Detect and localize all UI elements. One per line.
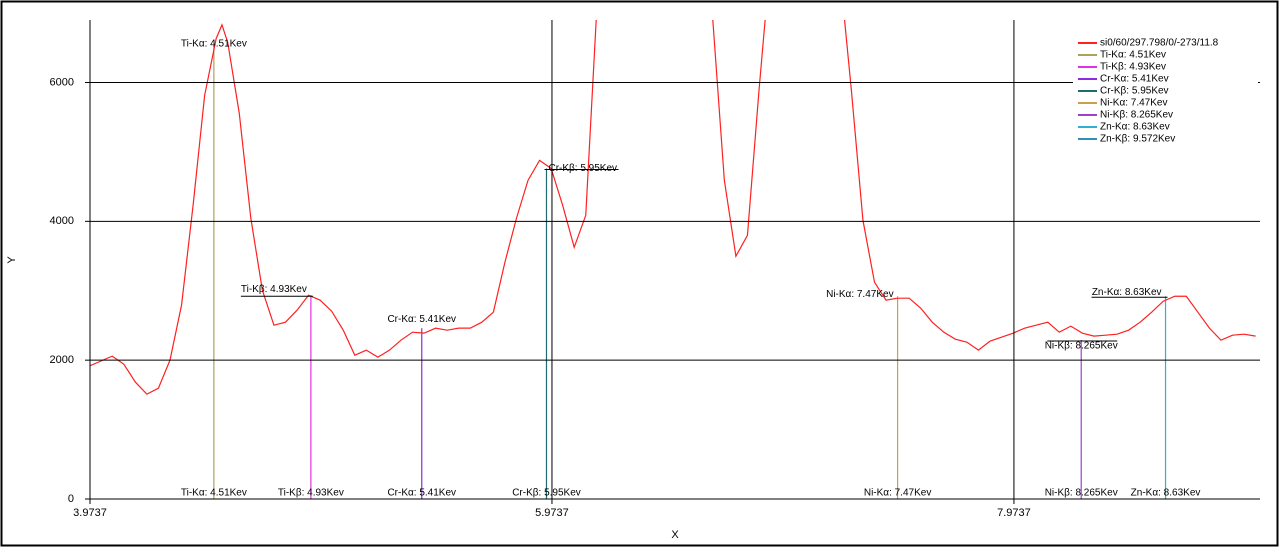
- legend-label: Ti-Kα: 4.51Kev: [1100, 50, 1166, 61]
- y-tick-label: 2000: [50, 354, 74, 366]
- legend-label: Cr-Kα: 5.41Kev: [1100, 74, 1169, 85]
- legend-box: [1073, 34, 1258, 148]
- marker-top-label: Cr-Kβ: 5.95Kev: [548, 163, 617, 174]
- legend-label: Cr-Kβ: 5.95Kev: [1100, 86, 1169, 97]
- legend-label: Ni-Kα: 7.47Kev: [1100, 98, 1167, 109]
- marker-bottom-label: Cr-Kα: 5.41Kev: [387, 488, 456, 499]
- y-axis-label: Y: [6, 256, 18, 264]
- y-tick-label: 4000: [50, 215, 74, 227]
- marker-bottom-label: Cr-Kβ: 5.95Kev: [512, 488, 581, 499]
- x-tick-label: 5.9737: [535, 507, 569, 519]
- series-line: [90, 20, 1256, 395]
- y-tick-label: 0: [68, 493, 74, 505]
- x-axis-label: X: [671, 529, 679, 541]
- marker-top-label: Cr-Kα: 5.41Kev: [387, 314, 456, 325]
- marker-bottom-label: Ni-Kβ: 8.265Kev: [1045, 488, 1118, 499]
- marker-top-label: Ni-Kβ: 8.265Kev: [1045, 341, 1118, 352]
- marker-bottom-label: Ti-Kα: 4.51Kev: [181, 488, 247, 499]
- legend-label: Ni-Kβ: 8.265Kev: [1100, 110, 1173, 121]
- marker-bottom-label: Zn-Kα: 8.63Kev: [1131, 488, 1201, 499]
- marker-top-label: Ti-Kβ: 4.93Kev: [241, 284, 307, 295]
- legend-label: Ti-Kβ: 4.93Kev: [1100, 62, 1166, 73]
- marker-top-label: Ti-Kα: 4.51Kev: [181, 38, 247, 49]
- marker-bottom-label: Ti-Kβ: 4.93Kev: [278, 488, 344, 499]
- x-tick-label: 3.9737: [73, 507, 107, 519]
- legend-label: Zn-Kβ: 9.572Kev: [1100, 134, 1175, 145]
- x-tick-label: 7.9737: [997, 507, 1031, 519]
- marker-bottom-label: Ni-Kα: 7.47Kev: [864, 488, 931, 499]
- legend-label: Zn-Kα: 8.63Kev: [1100, 122, 1170, 133]
- legend-label: si0/60/297.798/0/-273/11.8: [1100, 38, 1219, 49]
- y-tick-label: 6000: [50, 76, 74, 88]
- plot-area: [90, 20, 1256, 499]
- marker-top-label: Ni-Kα: 7.47Kev: [826, 289, 893, 300]
- marker-top-label: Zn-Kα: 8.63Kev: [1092, 287, 1162, 298]
